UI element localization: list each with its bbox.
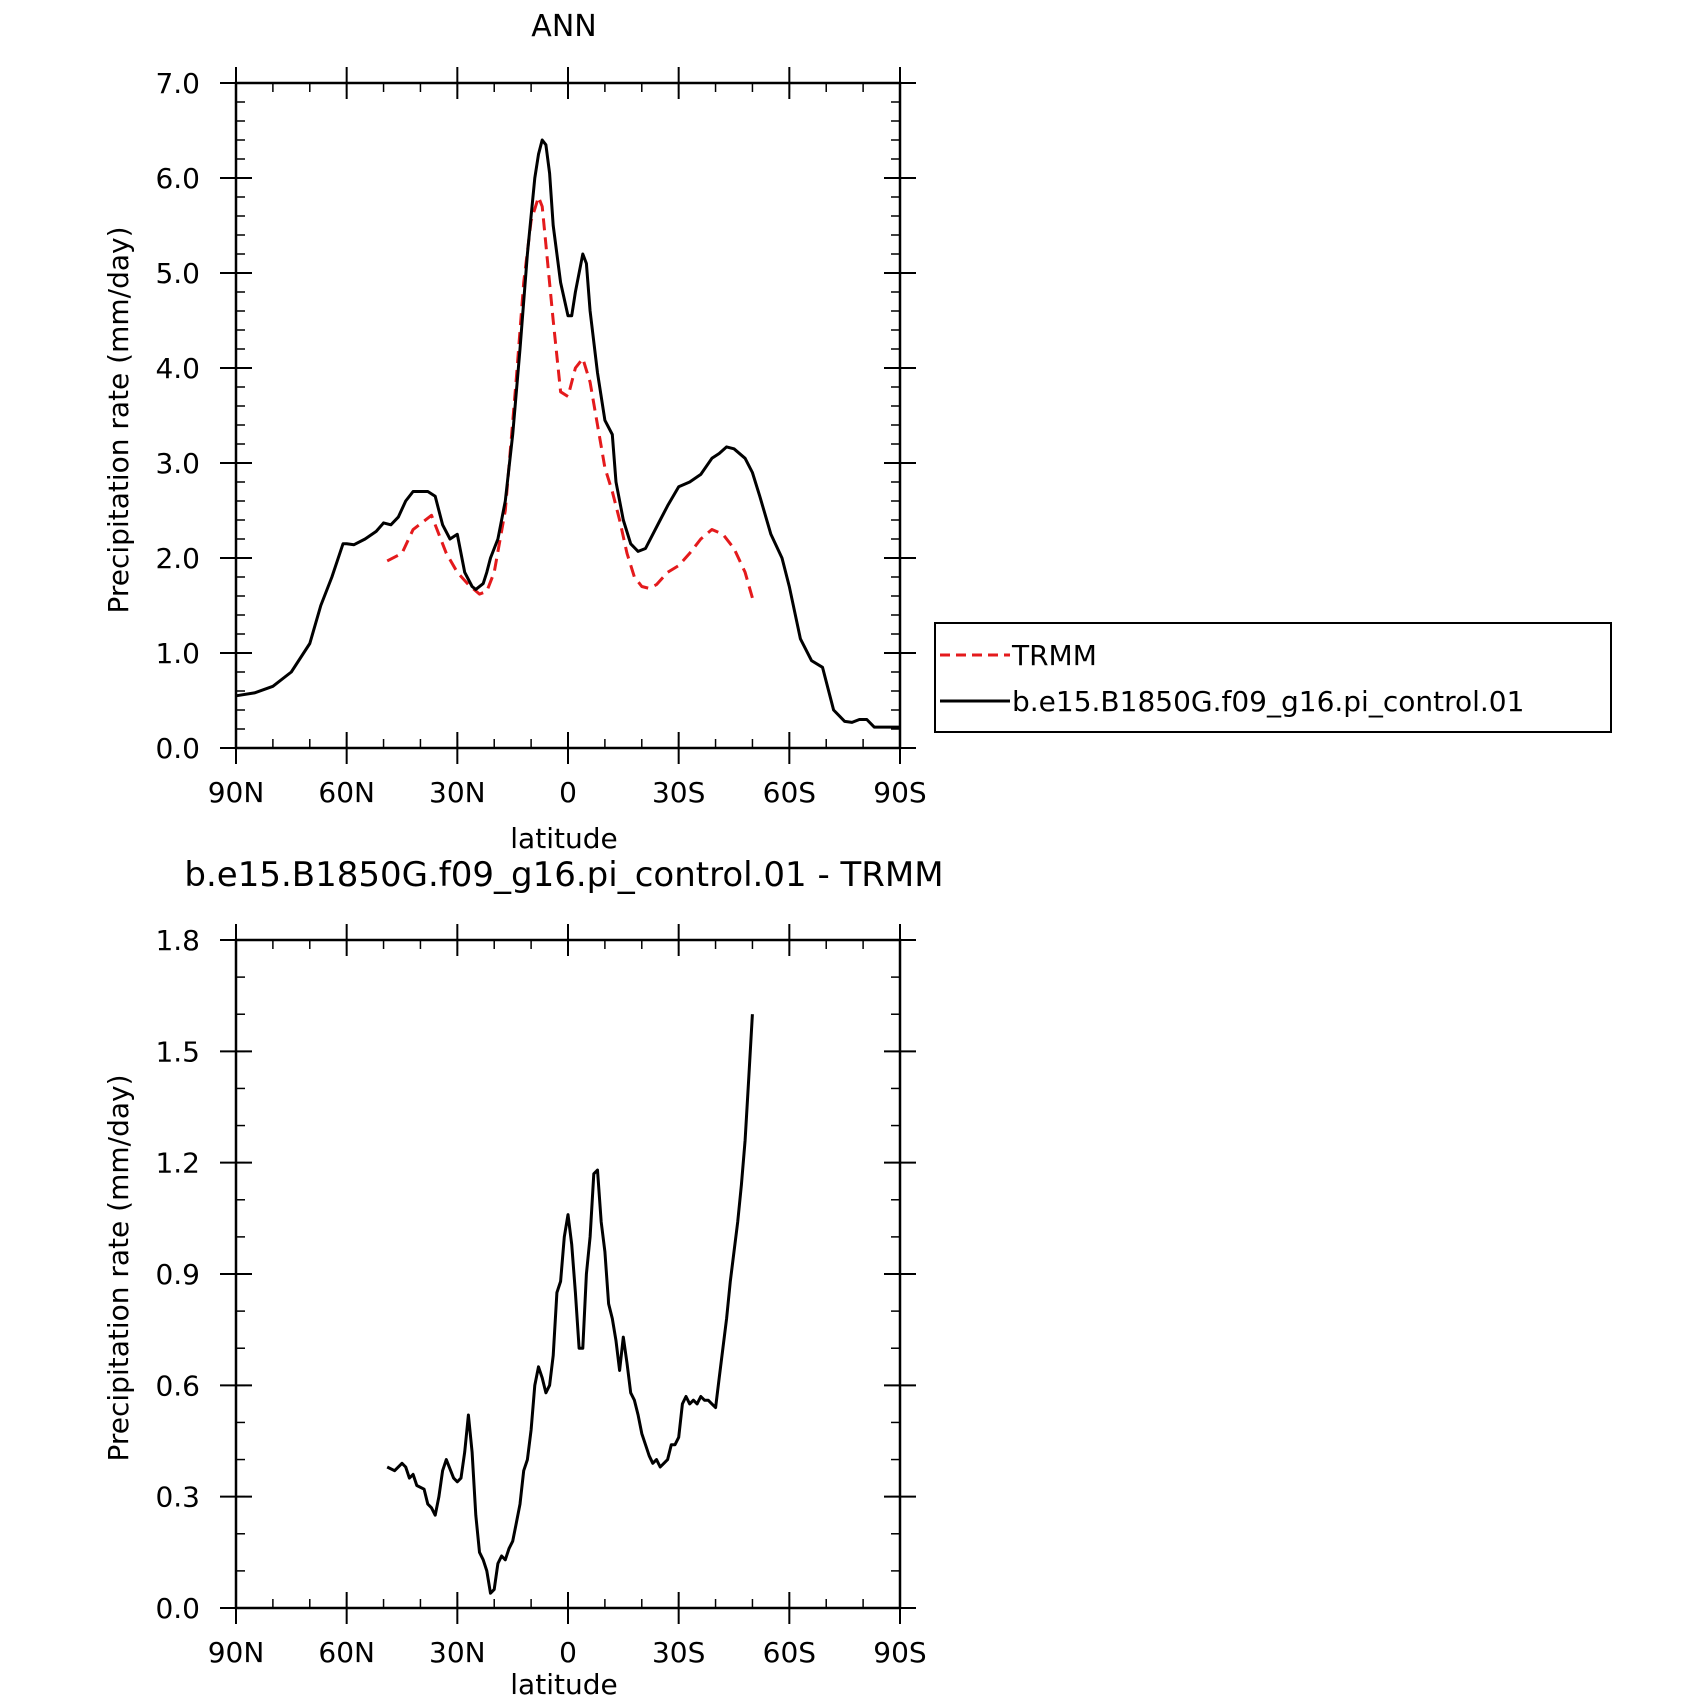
top-x-tick-label: 30N (429, 776, 486, 809)
bottom-y-tick-label: 0.0 (155, 1592, 200, 1625)
top-y-tick-label: 6.0 (155, 162, 200, 195)
top-y-tick-label: 5.0 (155, 257, 200, 290)
bottom-chart-plot-area: 90N 60N 30N 0 30S 60S 90S 0.0 0.3 0.6 0.9 1.2 1.5 1.8 (155, 924, 927, 1669)
top-y-tick-label: 2.0 (155, 542, 200, 575)
top-y-tick-label: 3.0 (155, 447, 200, 480)
bottom-plot-frame (234, 938, 902, 1610)
bottom-y-tick-label: 1.2 (155, 1147, 200, 1180)
bottom-x-tick-label: 90N (208, 1636, 265, 1669)
bottom-series-line-difference (386, 1014, 754, 1595)
top-y-tick-label: 1.0 (155, 637, 200, 670)
top-y-tick-label: 7.0 (155, 67, 200, 100)
top-x-tick-label: 90N (208, 776, 265, 809)
top-series-line-trmm (386, 195, 754, 599)
bottom-x-tick-label: 0 (559, 1636, 577, 1669)
bottom-x-tick-label: 90S (873, 1636, 926, 1669)
bottom-x-tick-label: 60N (318, 1636, 375, 1669)
bottom-chart-xlabel: latitude (510, 1668, 617, 1701)
bottom-chart-ylabel: Precipitation rate (mm/day) (102, 1074, 135, 1461)
bottom-y-tick-label: 0.3 (155, 1481, 200, 1514)
bottom-x-tick-label: 30S (652, 1636, 705, 1669)
top-chart-panel: ANN 90N 60N 30N 0 30S 60S 90S 0.0 1.0 2.0 3.0 4.0 5.… (102, 9, 927, 855)
top-series-line-b-e15-b1850g-f09-g16-pi-control-01 (235, 138, 900, 729)
top-y-tick-label: 0.0 (155, 732, 200, 765)
top-x-tick-label: 60N (318, 776, 375, 809)
top-chart-ylabel: Precipitation rate (mm/day) (102, 226, 135, 613)
top-chart-plot-area: 90N 60N 30N 0 30S 60S 90S 0.0 1.0 2.0 3.0 4.0 5.0 6.0… (155, 67, 927, 809)
bottom-chart-panel: b.e15.B1850G.f09_g16.pi_control.01 - TRM… (102, 855, 944, 1701)
top-chart-legend: TRMM b.e15.B1850G.f09_g16.pi_control.01 (934, 622, 1612, 733)
top-x-tick-label: 60S (763, 776, 816, 809)
top-chart-xlabel: latitude (510, 822, 617, 855)
bottom-y-tick-label: 1.5 (155, 1035, 200, 1068)
top-plot-frame (234, 81, 902, 750)
legend-label-model: b.e15.B1850G.f09_g16.pi_control.01 (1012, 685, 1524, 718)
top-x-tick-label: 30S (652, 776, 705, 809)
bottom-chart-title: b.e15.B1850G.f09_g16.pi_control.01 - TRM… (184, 855, 943, 895)
top-x-tick-label: 0 (559, 776, 577, 809)
top-y-tick-label: 4.0 (155, 352, 200, 385)
legend-frame (934, 622, 1612, 733)
legend-label-trmm: TRMM (1011, 639, 1097, 672)
bottom-x-tick-label: 30N (429, 1636, 486, 1669)
bottom-y-tick-label: 0.6 (155, 1369, 200, 1402)
top-chart-title: ANN (531, 9, 596, 44)
top-x-tick-label: 90S (873, 776, 926, 809)
bottom-y-tick-label: 1.8 (155, 924, 200, 957)
bottom-x-tick-label: 60S (763, 1636, 816, 1669)
bottom-y-tick-label: 0.9 (155, 1258, 200, 1291)
